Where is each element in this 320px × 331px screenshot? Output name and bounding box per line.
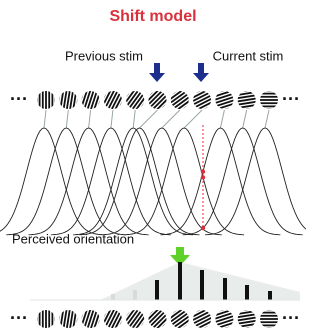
ellipsis: ···	[10, 89, 28, 109]
stripe	[42, 88, 44, 112]
connector	[220, 110, 224, 128]
stripe	[257, 99, 281, 101]
bar	[268, 291, 272, 300]
grating	[56, 87, 80, 114]
grating	[36, 88, 57, 112]
title: Shift model	[109, 8, 196, 25]
stripe	[257, 325, 281, 327]
grating	[164, 84, 196, 115]
stripe	[42, 307, 44, 331]
connector	[44, 110, 46, 128]
response-dot	[201, 226, 205, 230]
connector	[243, 110, 247, 128]
stripe	[257, 96, 281, 98]
stripe	[257, 315, 281, 317]
stripe	[257, 93, 281, 95]
connector	[140, 110, 158, 128]
grating	[142, 303, 174, 331]
stripe	[45, 88, 47, 112]
stripe	[52, 88, 54, 112]
connector	[184, 110, 202, 128]
current-stim-arrow	[193, 63, 209, 82]
stripe	[45, 307, 47, 331]
grating	[210, 305, 239, 331]
stripe	[257, 321, 281, 323]
grating	[120, 303, 151, 331]
response-dot	[201, 169, 205, 173]
stripe	[52, 307, 54, 331]
connector	[89, 110, 91, 128]
previous-stim-label: Previous stim	[65, 48, 143, 63]
stripe	[55, 307, 57, 331]
grating	[257, 309, 281, 330]
bar	[178, 262, 182, 300]
current-stim-label: Current stim	[213, 48, 284, 63]
grating	[233, 307, 260, 331]
connector	[162, 110, 180, 128]
stripe	[257, 312, 281, 314]
grating	[257, 90, 281, 111]
bar	[133, 290, 137, 300]
grating	[210, 86, 239, 113]
grating	[142, 84, 174, 116]
bar	[245, 285, 249, 300]
stripe	[257, 102, 281, 104]
bar	[200, 270, 204, 300]
connector	[66, 110, 68, 128]
grating	[77, 304, 104, 331]
stripe	[257, 318, 281, 320]
ellipsis: ···	[282, 89, 300, 109]
connector	[133, 110, 135, 128]
grating	[56, 306, 80, 331]
bar	[223, 278, 227, 300]
grating	[98, 304, 128, 331]
response-dot	[201, 175, 205, 179]
stripe	[39, 88, 41, 112]
stripe	[48, 307, 50, 331]
stripe	[39, 307, 41, 331]
figure: Shift model Previous stim Current stim ·…	[0, 0, 306, 331]
stripe	[36, 88, 38, 112]
stripe	[257, 328, 281, 330]
grating	[36, 307, 57, 331]
stripe	[36, 307, 38, 331]
tuning-curve	[205, 128, 306, 235]
grating	[164, 303, 196, 331]
ellipsis: ···	[10, 308, 28, 328]
stripe	[55, 88, 57, 112]
connector	[111, 110, 113, 128]
ellipsis: ···	[282, 308, 300, 328]
bar	[155, 280, 159, 300]
previous-stim-arrow	[149, 63, 165, 82]
tuning-curve	[0, 128, 104, 235]
connector	[265, 110, 269, 128]
grating	[233, 88, 260, 112]
stripe	[257, 106, 281, 108]
stripe	[48, 88, 50, 112]
stripe	[257, 309, 281, 311]
bar	[111, 294, 115, 300]
grating	[187, 304, 218, 331]
stripe	[257, 90, 281, 92]
